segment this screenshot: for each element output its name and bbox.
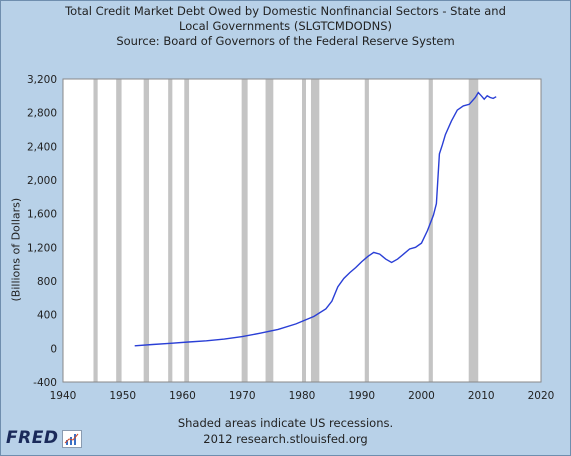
series-line-slgtcmdodns bbox=[134, 91, 497, 347]
x-tick-label: 2020 bbox=[528, 390, 555, 402]
chart-source-line: Source: Board of Governors of the Federa… bbox=[116, 34, 455, 48]
x-tick-label: 1950 bbox=[109, 390, 136, 402]
x-tick-labels: 1940 1950 1960 1970 1980 1990 2000 2010 2020 bbox=[50, 390, 555, 402]
y-tick-labels: -400 0 400 800 1,200 1,600 2,000 2,400 2,800 3,20… bbox=[27, 74, 57, 389]
fred-logo: FRED bbox=[6, 428, 59, 448]
x-tick-label: 1990 bbox=[348, 390, 375, 402]
y-tick-label: 2,000 bbox=[27, 175, 57, 187]
x-tick-label: 2000 bbox=[408, 390, 435, 402]
recession-band-7 bbox=[302, 79, 306, 382]
y-tick-label: 800 bbox=[37, 276, 57, 288]
x-tick-label: 1980 bbox=[289, 390, 316, 402]
recession-band-0 bbox=[93, 79, 98, 382]
y-tick-label: 2,800 bbox=[27, 108, 57, 120]
recession-band-2 bbox=[143, 79, 150, 382]
y-tick-label: 400 bbox=[37, 310, 57, 322]
fred-chart-icon bbox=[62, 430, 82, 448]
source-url: 2012 research.stlouisfed.org bbox=[203, 432, 368, 446]
recession-band-8 bbox=[310, 79, 320, 382]
recession-note: Shaded areas indicate US recessions. bbox=[177, 416, 394, 430]
recession-band-3 bbox=[168, 79, 173, 382]
y-tick-label: 0 bbox=[50, 343, 57, 355]
y-tick-label: 1,200 bbox=[27, 242, 57, 254]
recession-band-10 bbox=[428, 79, 433, 382]
x-tick-label: 1940 bbox=[50, 390, 77, 402]
plot-border bbox=[62, 78, 542, 383]
x-tick-label: 2010 bbox=[468, 390, 495, 402]
recession-shading bbox=[93, 79, 479, 382]
chart-title-line-1: Total Credit Market Debt Owed by Domesti… bbox=[65, 4, 506, 18]
x-tick-label: 1970 bbox=[229, 390, 256, 402]
recession-band-1 bbox=[116, 79, 122, 382]
recession-band-5 bbox=[241, 79, 248, 382]
y-tick-label: 3,200 bbox=[27, 74, 57, 86]
y-tick-label: 2,400 bbox=[27, 141, 57, 153]
recession-band-11 bbox=[468, 79, 479, 382]
recession-band-6 bbox=[265, 79, 274, 382]
recession-band-4 bbox=[184, 79, 190, 382]
x-tick-label: 1960 bbox=[169, 390, 196, 402]
y-tick-label: 1,600 bbox=[27, 209, 57, 221]
chart-title-line-2: Local Governments (SLGTCMDODNS) bbox=[179, 19, 392, 33]
recession-band-9 bbox=[364, 79, 369, 382]
y-tick-label: -400 bbox=[33, 377, 57, 389]
